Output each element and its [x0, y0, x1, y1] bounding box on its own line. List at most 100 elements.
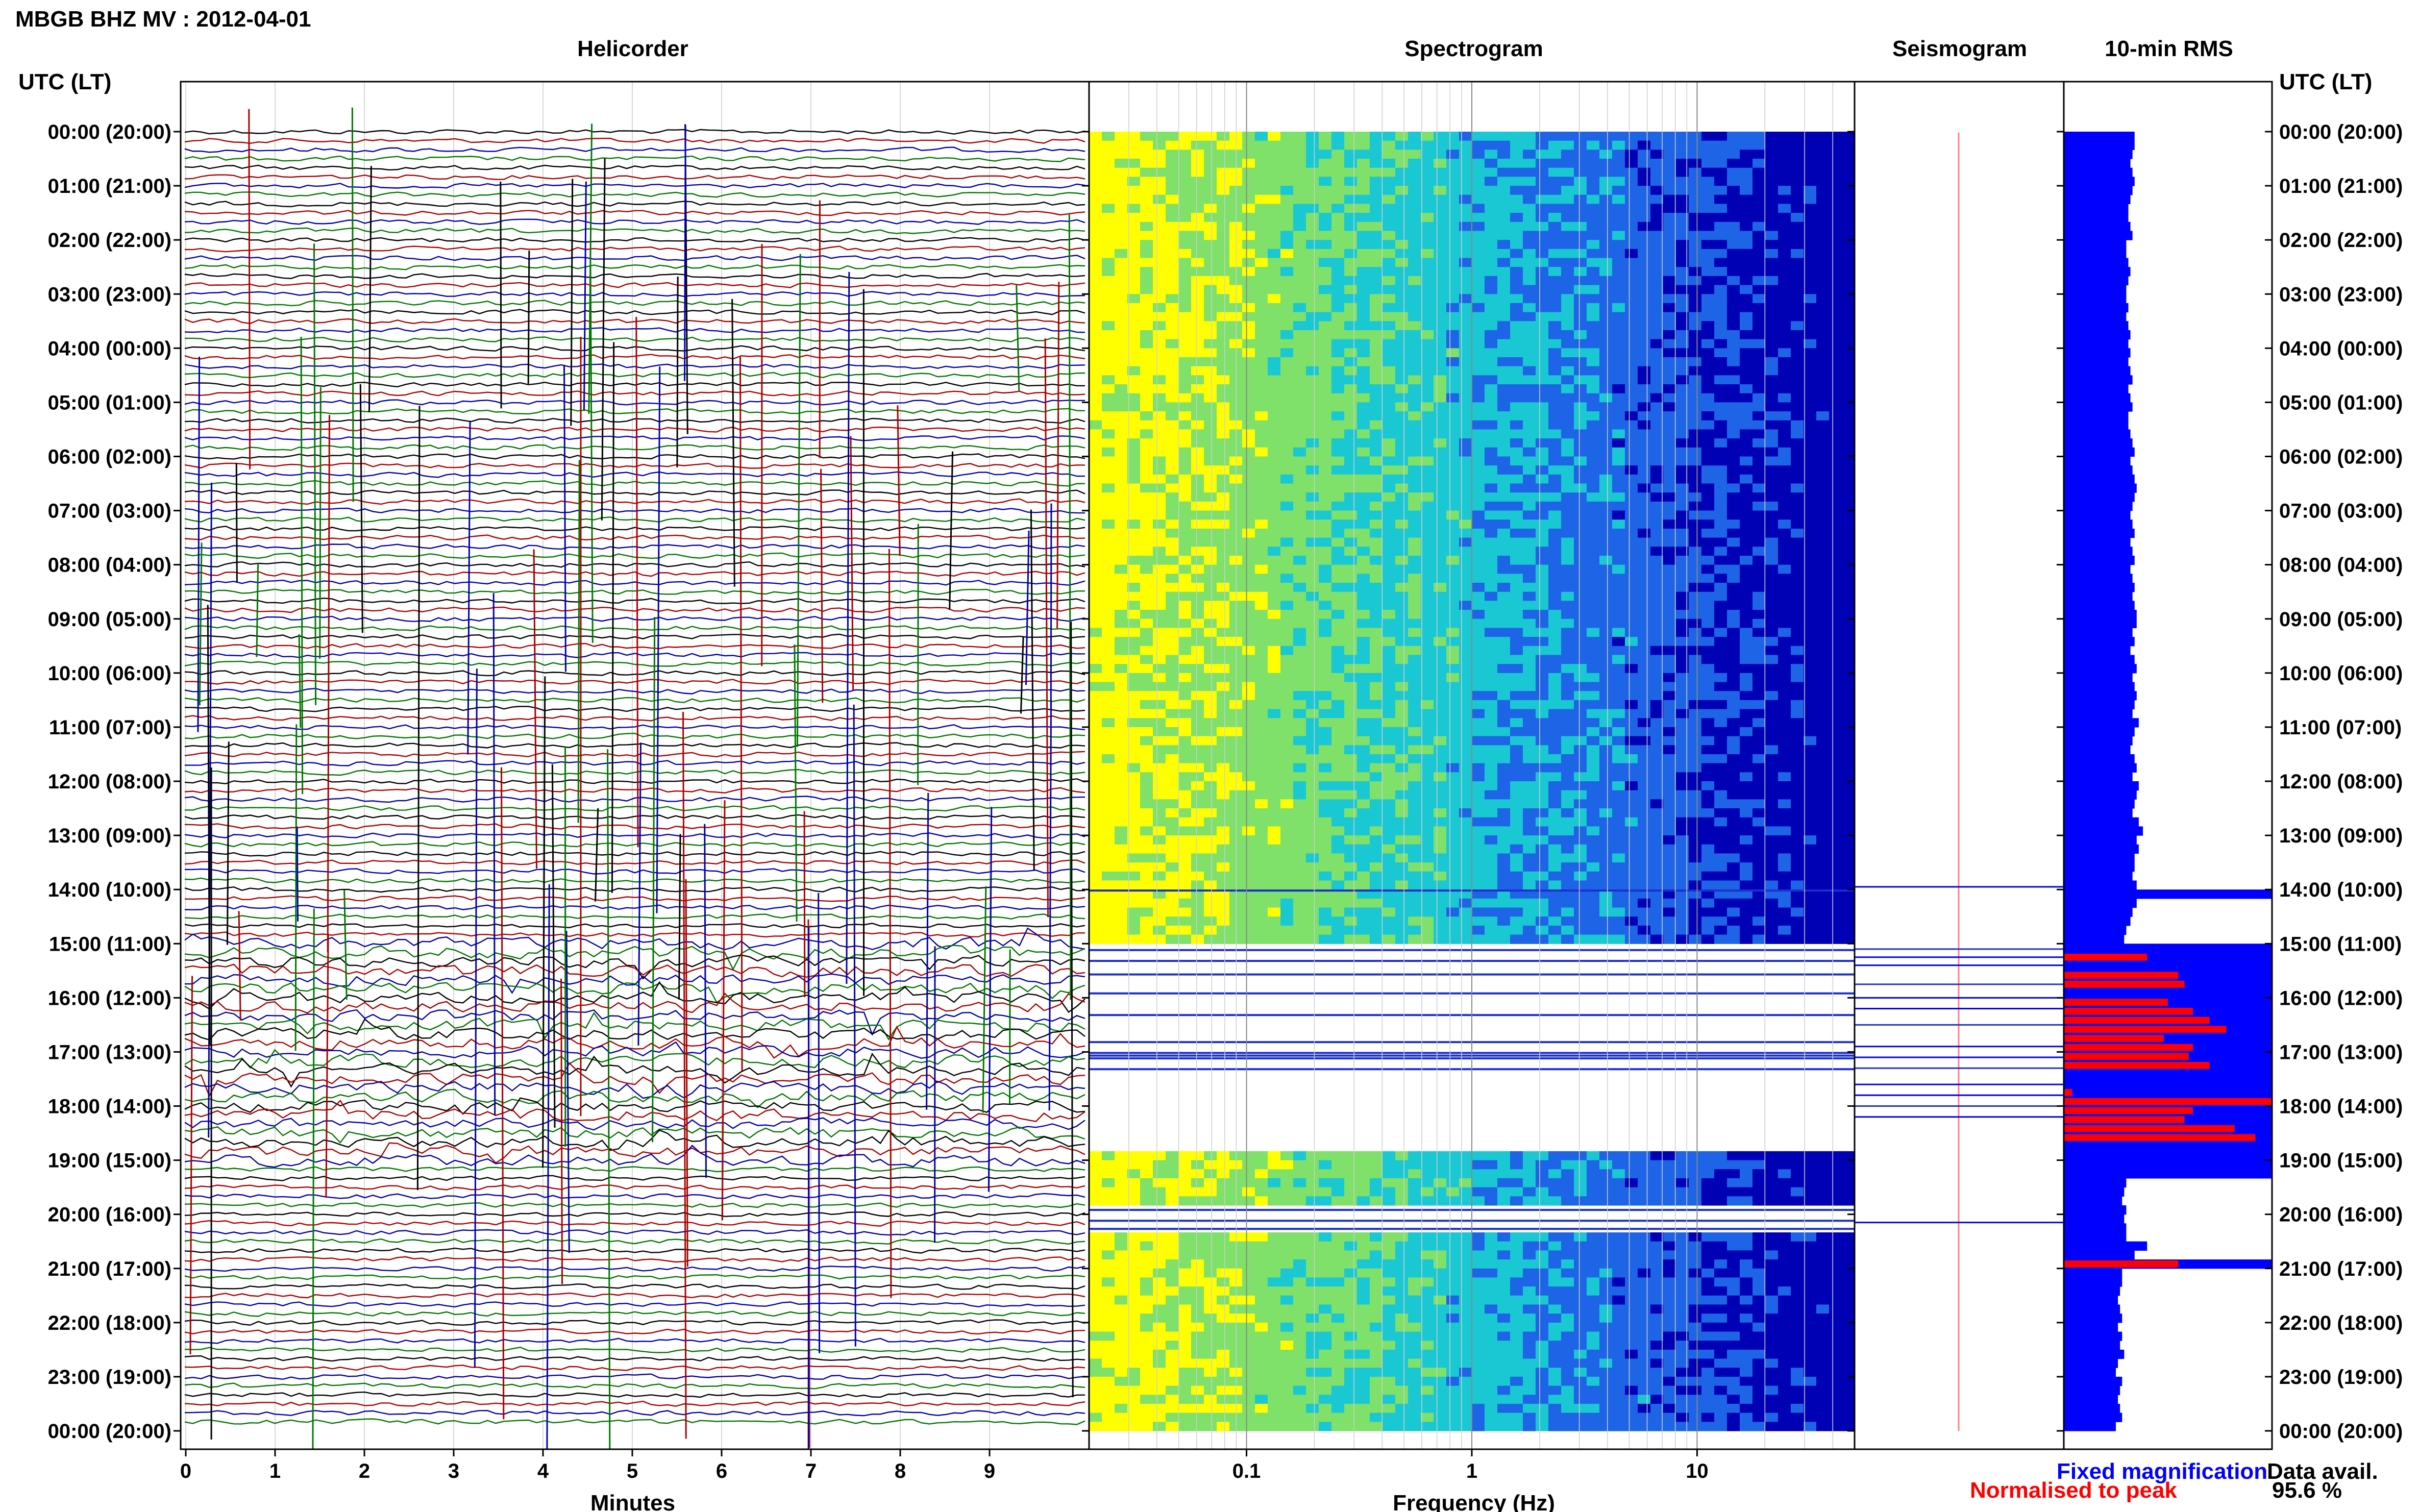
spectrogram-cell: [1280, 781, 1294, 791]
spectrogram-cell: [1178, 213, 1192, 222]
spectrogram-cell: [1306, 393, 1319, 403]
spectrogram-cell: [1689, 194, 1702, 205]
spectrogram-cell: [1319, 465, 1332, 475]
spectrogram-cell: [1689, 140, 1702, 150]
spectrogram-cell: [1293, 817, 1306, 827]
spectrogram-cell: [1587, 691, 1600, 701]
spectrogram-cell: [1255, 574, 1268, 583]
spectrogram-cell: [1510, 754, 1523, 764]
spectrogram-cell: [1650, 447, 1664, 457]
spectrogram-cell: [1446, 132, 1460, 141]
spectrogram-cell: [1370, 664, 1383, 674]
spectrogram-cell: [1536, 447, 1549, 457]
spectrogram-cell: [1612, 664, 1625, 674]
spectrogram-cell: [1191, 258, 1204, 267]
spectrogram-cell: [1561, 429, 1574, 439]
spectrogram-cell: [1459, 763, 1472, 773]
spectrogram-cell: [1485, 835, 1498, 845]
spectrogram-cell: [1191, 276, 1204, 286]
spectrogram-cell: [1701, 267, 1715, 277]
spectrogram-cell: [1778, 510, 1791, 520]
spectrogram-cell: [1280, 429, 1294, 439]
spectrogram-cell: [1714, 510, 1727, 520]
spectrogram-cell: [1574, 564, 1587, 574]
helicorder-spike: [327, 415, 330, 952]
helicorder-spike: [500, 767, 505, 1420]
spectrogram-cell: [1140, 177, 1153, 186]
spectrogram-cell: [1331, 140, 1345, 150]
spectrogram-cell: [1370, 555, 1383, 565]
spectrogram-cell: [1663, 285, 1676, 294]
spectrogram-cell: [1331, 709, 1345, 718]
spectrogram-cell: [1217, 177, 1230, 186]
spectrogram-cell: [1357, 357, 1370, 367]
spectrogram-cell: [1255, 736, 1268, 746]
spectrogram-cell: [1089, 213, 1102, 222]
helicorder-trace: [184, 670, 1085, 677]
spectrogram-cell: [1663, 519, 1676, 529]
spectrogram-cell: [1765, 366, 1779, 376]
spectrogram-cell: [1306, 276, 1319, 286]
spectrogram-cell: [1166, 655, 1179, 664]
spectrogram-cell: [1804, 483, 1817, 493]
spectrogram-cell: [1127, 591, 1141, 601]
spectrogram-cell: [1178, 375, 1192, 385]
spectrogram-cell: [1842, 528, 1855, 538]
spectrogram-cell: [1612, 727, 1625, 737]
spectrogram-cell: [1536, 240, 1549, 250]
spectrogram-cell: [1102, 628, 1115, 637]
spectrogram-cell: [1204, 285, 1217, 294]
spectrogram-cell: [1523, 610, 1536, 619]
spectrogram-cell: [1383, 510, 1396, 520]
spectrogram-cell: [1306, 808, 1319, 818]
spectrogram-cell: [1191, 510, 1204, 520]
spectrogram-cell: [1204, 420, 1217, 430]
spectrogram-cell: [1829, 366, 1842, 376]
spectrogram-cell: [1357, 276, 1370, 286]
spectrogram-cell: [1829, 601, 1842, 610]
spectrogram-cell: [1217, 564, 1230, 574]
spectrogram-cell: [1791, 375, 1804, 385]
spectrogram-cell: [1204, 312, 1217, 321]
spectrogram-cell: [1306, 186, 1319, 195]
spectrogram-cell: [1102, 438, 1115, 448]
spectrogram-cell: [1255, 240, 1268, 250]
spectrogram-cell: [1102, 673, 1115, 683]
spectrogram-cell: [1204, 763, 1217, 773]
spectrogram-cell: [1446, 384, 1460, 394]
spectrogram-cell: [1166, 384, 1179, 394]
spectrogram-cell: [1714, 555, 1727, 565]
spectrogram-cell: [1395, 673, 1409, 683]
spectrogram-cell: [1765, 655, 1779, 664]
spectrogram-cell: [1650, 456, 1664, 466]
spectrogram-cell: [1293, 799, 1306, 809]
spectrogram-cell: [1663, 339, 1676, 349]
helicorder-trace: [184, 534, 1085, 541]
spectrogram-cell: [1408, 339, 1421, 349]
spectrogram-cell: [1523, 547, 1536, 556]
spectrogram-cell: [1740, 276, 1753, 286]
spectrogram-cell: [1421, 150, 1434, 159]
spectrogram-cell: [1383, 213, 1396, 222]
spectrogram-cell: [1791, 213, 1804, 222]
spectrogram-cell: [1574, 285, 1587, 294]
spectrogram-cell: [1714, 194, 1727, 205]
spectrogram-cell: [1153, 177, 1166, 186]
spectrogram-cell: [1191, 303, 1204, 313]
spectrogram-cell: [1625, 501, 1638, 511]
spectrogram-cell: [1268, 547, 1281, 556]
spectrogram-cell: [1127, 483, 1141, 493]
spectrogram-cell: [1842, 646, 1855, 656]
spectrogram-cell: [1344, 745, 1357, 755]
spectrogram-cell: [1548, 799, 1562, 809]
spectrogram-cell: [1676, 564, 1689, 574]
spectrogram-cell: [1663, 754, 1676, 764]
spectrogram-cell: [1242, 601, 1255, 610]
spectrogram-cell: [1319, 727, 1332, 737]
spectrogram-cell: [1663, 610, 1676, 619]
spectrogram-cell: [1740, 447, 1753, 457]
spectrogram-cell: [1638, 375, 1651, 385]
spectrogram-cell: [1459, 429, 1472, 439]
helicorder-spike: [846, 271, 850, 984]
spectrogram-cell: [1344, 510, 1357, 520]
